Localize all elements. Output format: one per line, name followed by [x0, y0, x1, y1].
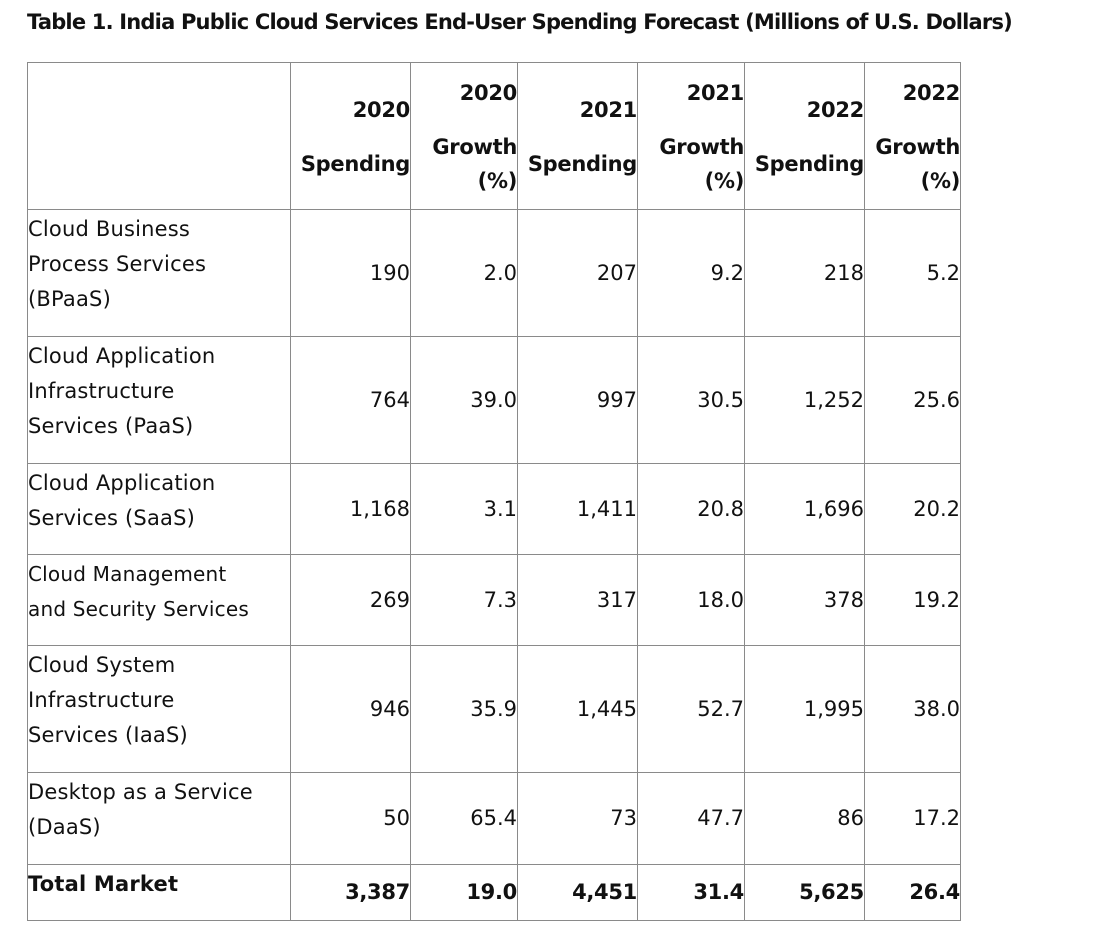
value-cell: 38.0	[864, 645, 961, 773]
header-cell: 2021 Growth (%)	[637, 62, 745, 210]
table-row: Cloud Application Infrastructure Services …	[27, 336, 961, 464]
row-label-line: Cloud System	[28, 653, 176, 677]
total-row: Total Market 3,387 19.0 4,451 31.4 5,625…	[27, 864, 961, 921]
header-measure: Spending	[300, 151, 410, 176]
spending-forecast-table: 2020 Spending 2020 Growth (%) 2021 Spend…	[27, 62, 961, 921]
value-cell: 86	[744, 772, 865, 865]
header-year: 2021	[579, 97, 638, 122]
row-label: Cloud Management and Security Services	[27, 554, 291, 646]
row-label-line: Desktop as a Service	[28, 780, 253, 804]
row-label-line: Cloud Application	[28, 471, 216, 495]
value-cell: 207	[517, 209, 638, 337]
row-label: Cloud System Infrastructure Services (IaaS…	[27, 645, 291, 773]
header-measure: Spending	[527, 151, 637, 176]
header-unit: (%)	[920, 168, 961, 193]
value-cell: 946	[290, 645, 411, 773]
table-row: Cloud System Infrastructure Services (IaaS…	[27, 645, 961, 773]
header-year: 2022	[902, 80, 961, 105]
row-label-line: and Security Services	[28, 597, 250, 621]
value-cell: 3.1	[410, 463, 518, 555]
row-label: Cloud Application Infrastructure Services …	[27, 336, 291, 464]
row-label-line: Services (SaaS)	[28, 506, 196, 530]
row-label-line: Process Services	[28, 252, 207, 276]
header-year: 2020	[459, 80, 518, 105]
value-cell: 47.7	[637, 772, 745, 865]
total-value-cell: 26.4	[864, 864, 961, 921]
value-cell: 997	[517, 336, 638, 464]
row-label-line: Cloud Business	[28, 217, 191, 241]
total-value-cell: 5,625	[744, 864, 865, 921]
value-cell: 52.7	[637, 645, 745, 773]
header-cell: 2022 Spending	[744, 62, 865, 210]
header-row: 2020 Spending 2020 Growth (%) 2021 Spend…	[27, 62, 961, 210]
row-label-line: (BPaaS)	[28, 287, 111, 311]
value-cell: 218	[744, 209, 865, 337]
value-cell: 1,168	[290, 463, 411, 555]
value-cell: 190	[290, 209, 411, 337]
value-cell: 7.3	[410, 554, 518, 646]
header-year: 2021	[686, 80, 745, 105]
value-cell: 30.5	[637, 336, 745, 464]
header-unit: (%)	[477, 168, 518, 193]
value-cell: 17.2	[864, 772, 961, 865]
row-label: Cloud Business Process Services (BPaaS)	[27, 209, 291, 337]
value-cell: 39.0	[410, 336, 518, 464]
row-label: Desktop as a Service (DaaS)	[27, 772, 291, 865]
header-measure: Growth	[659, 134, 744, 159]
value-cell: 317	[517, 554, 638, 646]
row-label-line: (DaaS)	[28, 815, 101, 839]
value-cell: 269	[290, 554, 411, 646]
header-cell: 2021 Spending	[517, 62, 638, 210]
row-label-line: Services (IaaS)	[28, 723, 188, 747]
value-cell: 50	[290, 772, 411, 865]
header-corner-cell	[27, 62, 291, 210]
row-label-line: Cloud Application	[28, 344, 216, 368]
value-cell: 1,252	[744, 336, 865, 464]
total-value-cell: 3,387	[290, 864, 411, 921]
value-cell: 20.2	[864, 463, 961, 555]
value-cell: 25.6	[864, 336, 961, 464]
value-cell: 1,696	[744, 463, 865, 555]
value-cell: 5.2	[864, 209, 961, 337]
total-value-cell: 19.0	[410, 864, 518, 921]
header-measure: Spending	[754, 151, 864, 176]
header-cell: 2020 Growth (%)	[410, 62, 518, 210]
value-cell: 1,995	[744, 645, 865, 773]
row-label-line: Infrastructure	[28, 688, 175, 712]
row-label-line: Infrastructure	[28, 379, 175, 403]
value-cell: 1,411	[517, 463, 638, 555]
value-cell: 73	[517, 772, 638, 865]
table-row: Desktop as a Service (DaaS) 50 65.4 73 47…	[27, 772, 961, 865]
value-cell: 18.0	[637, 554, 745, 646]
value-cell: 65.4	[410, 772, 518, 865]
header-year: 2020	[352, 97, 411, 122]
header-measure: Growth	[432, 134, 517, 159]
value-cell: 9.2	[637, 209, 745, 337]
total-value-cell: 31.4	[637, 864, 745, 921]
header-cell: 2020 Spending	[290, 62, 411, 210]
header-measure: Growth	[875, 134, 960, 159]
value-cell: 35.9	[410, 645, 518, 773]
value-cell: 764	[290, 336, 411, 464]
value-cell: 2.0	[410, 209, 518, 337]
table-row: Cloud Business Process Services (BPaaS) 19…	[27, 209, 961, 337]
header-unit: (%)	[704, 168, 745, 193]
row-label-line: Cloud Management	[28, 562, 227, 586]
value-cell: 378	[744, 554, 865, 646]
row-label-line: Services (PaaS)	[28, 414, 194, 438]
row-label: Cloud Application Services (SaaS)	[27, 463, 291, 555]
table-row: Cloud Application Services (SaaS) 1,168 3…	[27, 463, 961, 555]
value-cell: 19.2	[864, 554, 961, 646]
header-cell: 2022 Growth (%)	[864, 62, 961, 210]
total-value-cell: 4,451	[517, 864, 638, 921]
total-label: Total Market	[27, 864, 291, 921]
header-year: 2022	[806, 97, 865, 122]
table-title: Table 1. India Public Cloud Services End…	[27, 10, 1013, 34]
value-cell: 1,445	[517, 645, 638, 773]
value-cell: 20.8	[637, 463, 745, 555]
table-row: Cloud Management and Security Services 26…	[27, 554, 961, 646]
